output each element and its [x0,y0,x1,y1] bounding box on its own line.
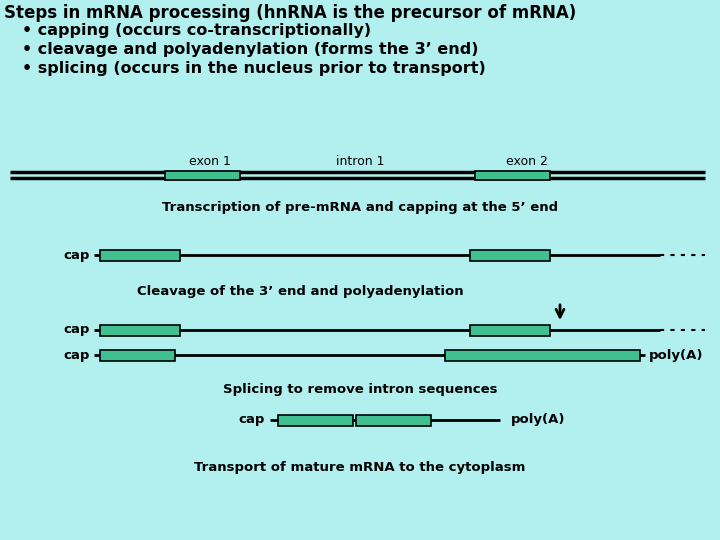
Text: Transport of mature mRNA to the cytoplasm: Transport of mature mRNA to the cytoplas… [194,462,526,475]
Text: cap: cap [63,248,90,261]
Bar [278,415,353,426]
Text: • cleavage and polyadenylation (forms the 3’ end): • cleavage and polyadenylation (forms th… [22,42,479,57]
Text: Transcription of pre-mRNA and capping at the 5’ end: Transcription of pre-mRNA and capping at… [162,201,558,214]
Text: • capping (occurs co-transcriptionally): • capping (occurs co-transcriptionally) [22,23,371,38]
Bar [356,415,431,426]
Text: cap: cap [238,414,265,427]
Text: poly(A): poly(A) [511,414,565,427]
Text: Splicing to remove intron sequences: Splicing to remove intron sequences [222,383,498,396]
Text: poly(A): poly(A) [649,348,703,361]
Bar [165,171,240,179]
Bar [445,349,640,361]
Text: cap: cap [63,323,90,336]
Bar [475,171,550,179]
Text: exon 2: exon 2 [506,155,548,168]
Bar [470,249,550,260]
Bar [100,349,175,361]
Text: exon 1: exon 1 [189,155,231,168]
Text: Cleavage of the 3’ end and polyadenylation: Cleavage of the 3’ end and polyadenylati… [137,286,463,299]
Bar [100,249,180,260]
Text: intron 1: intron 1 [336,155,384,168]
Text: cap: cap [63,348,90,361]
Bar [470,325,550,335]
Bar [100,325,180,335]
Text: • splicing (occurs in the nucleus prior to transport): • splicing (occurs in the nucleus prior … [22,61,486,76]
Text: Steps in mRNA processing (hnRNA is the precursor of mRNA): Steps in mRNA processing (hnRNA is the p… [4,4,576,22]
